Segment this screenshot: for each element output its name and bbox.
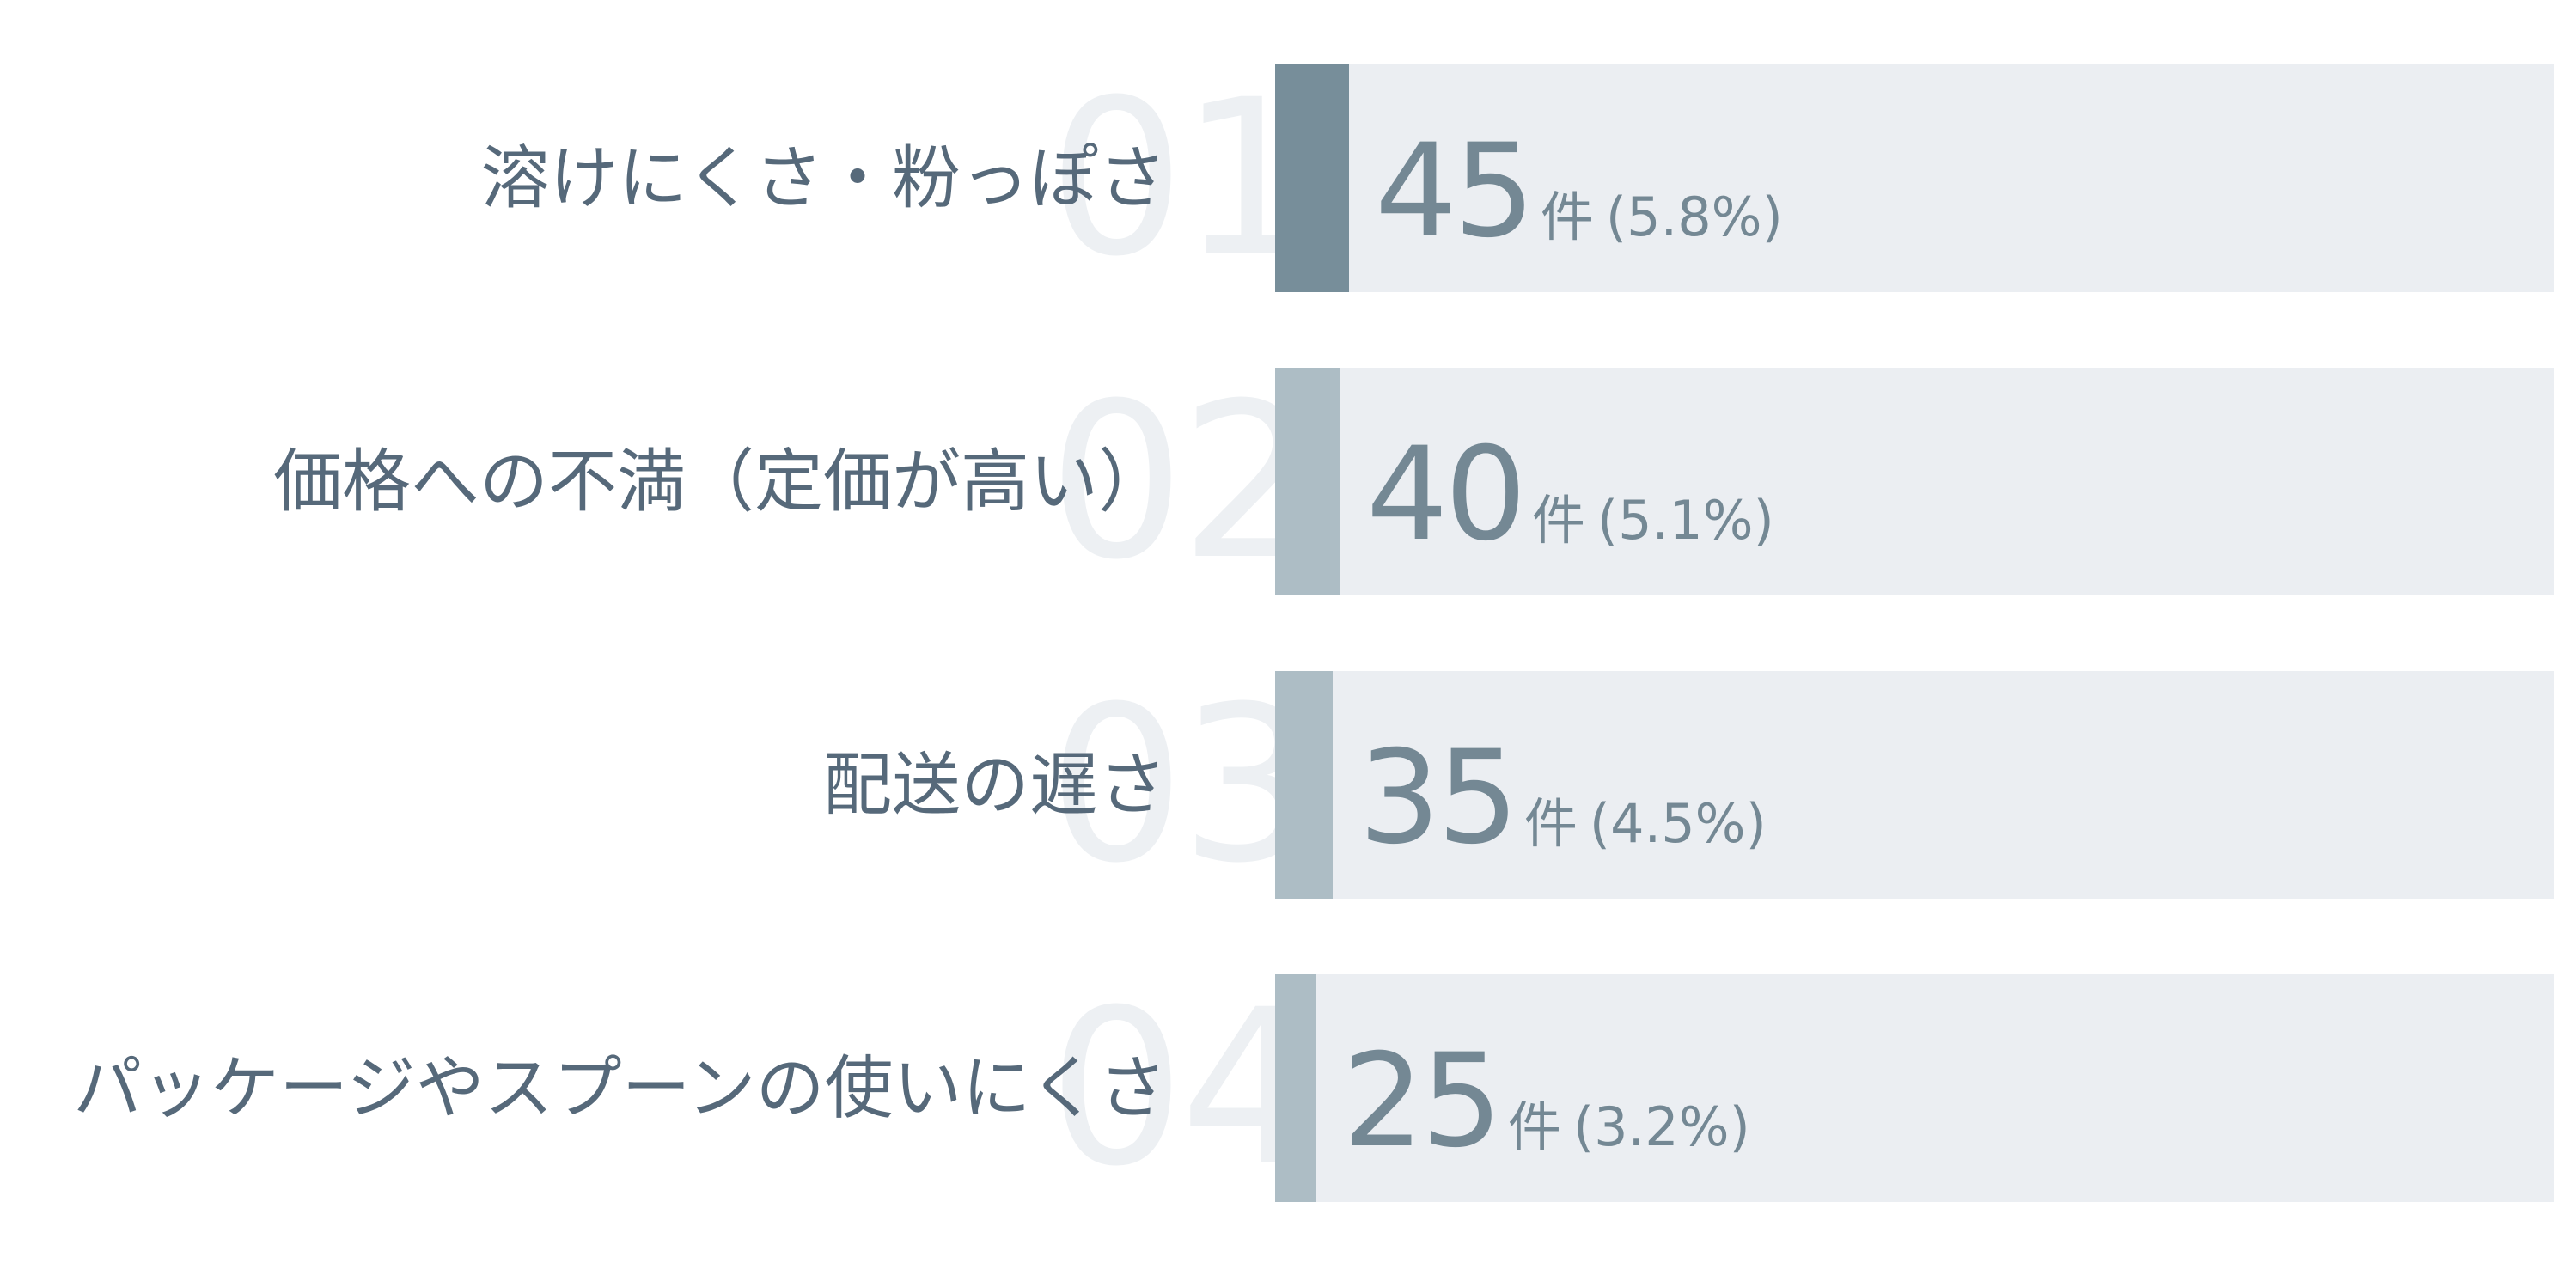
- category-label: 価格への不満（定価が高い）: [273, 441, 1167, 522]
- percent-value: (5.8%): [1605, 186, 1783, 248]
- percent-value: (3.2%): [1572, 1095, 1750, 1158]
- bar-track: 40 件 (5.1%): [1275, 368, 2554, 595]
- bar-track: 45 件 (5.8%): [1275, 64, 2554, 292]
- bar: [1275, 671, 1333, 899]
- rank-number: 01: [1048, 52, 1316, 303]
- percent-value: (5.1%): [1596, 489, 1774, 552]
- rank-number: 03: [1048, 659, 1316, 910]
- data-label: 25 件 (3.2%): [1342, 1037, 1750, 1166]
- category-label: 配送の遅さ: [823, 744, 1167, 825]
- chart-row: 01 溶けにくさ・粉っぽさ 45 件 (5.8%): [0, 64, 2576, 292]
- data-label: 45 件 (5.8%): [1375, 127, 1783, 256]
- count-unit: 件: [1540, 186, 1594, 248]
- count-value: 35: [1358, 723, 1519, 873]
- data-label: 40 件 (5.1%): [1366, 430, 1774, 559]
- bar-track: 35 件 (4.5%): [1275, 671, 2554, 899]
- count-unit: 件: [1523, 792, 1578, 855]
- data-label: 35 件 (4.5%): [1358, 734, 1767, 863]
- bar: [1275, 368, 1340, 595]
- category-label: パッケージやスプーンの使いにくさ: [73, 1047, 1167, 1128]
- count-unit: 件: [1507, 1095, 1561, 1158]
- percent-value: (4.5%): [1589, 792, 1767, 855]
- bar-track: 25 件 (3.2%): [1275, 974, 2554, 1202]
- count-value: 45: [1375, 117, 1535, 266]
- chart-row: 03 配送の遅さ 35 件 (4.5%): [0, 671, 2576, 899]
- count-unit: 件: [1531, 489, 1585, 552]
- chart-row: 02 価格への不満（定価が高い） 40 件 (5.1%): [0, 368, 2576, 595]
- rank-number: 02: [1048, 356, 1316, 607]
- count-value: 40: [1366, 420, 1527, 570]
- chart-row: 04 パッケージやスプーンの使いにくさ 25 件 (3.2%): [0, 974, 2576, 1202]
- category-label: 溶けにくさ・粉っぽさ: [480, 137, 1167, 218]
- bar: [1275, 974, 1316, 1202]
- count-value: 25: [1342, 1027, 1503, 1176]
- rank-number: 04: [1048, 962, 1316, 1213]
- bar: [1275, 64, 1349, 292]
